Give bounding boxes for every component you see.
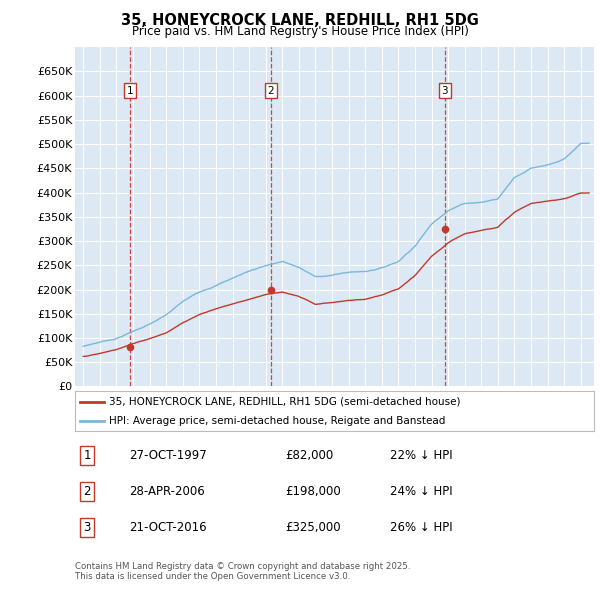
Text: 2: 2: [83, 485, 91, 498]
Text: 1: 1: [83, 449, 91, 462]
Text: £325,000: £325,000: [285, 521, 341, 534]
Text: 22% ↓ HPI: 22% ↓ HPI: [390, 449, 452, 462]
Text: 3: 3: [83, 521, 91, 534]
Text: 2: 2: [268, 86, 274, 96]
Text: 24% ↓ HPI: 24% ↓ HPI: [390, 485, 452, 498]
Text: 27-OCT-1997: 27-OCT-1997: [129, 449, 207, 462]
Text: 21-OCT-2016: 21-OCT-2016: [129, 521, 206, 534]
Text: 26% ↓ HPI: 26% ↓ HPI: [390, 521, 452, 534]
Text: 28-APR-2006: 28-APR-2006: [129, 485, 205, 498]
Text: HPI: Average price, semi-detached house, Reigate and Banstead: HPI: Average price, semi-detached house,…: [109, 416, 445, 425]
Text: 3: 3: [442, 86, 448, 96]
Text: £82,000: £82,000: [285, 449, 333, 462]
Text: Price paid vs. HM Land Registry's House Price Index (HPI): Price paid vs. HM Land Registry's House …: [131, 25, 469, 38]
Text: 1: 1: [127, 86, 133, 96]
Text: 35, HONEYCROCK LANE, REDHILL, RH1 5DG: 35, HONEYCROCK LANE, REDHILL, RH1 5DG: [121, 13, 479, 28]
Text: 35, HONEYCROCK LANE, REDHILL, RH1 5DG (semi-detached house): 35, HONEYCROCK LANE, REDHILL, RH1 5DG (s…: [109, 397, 460, 407]
Text: Contains HM Land Registry data © Crown copyright and database right 2025.
This d: Contains HM Land Registry data © Crown c…: [75, 562, 410, 581]
Text: £198,000: £198,000: [285, 485, 341, 498]
